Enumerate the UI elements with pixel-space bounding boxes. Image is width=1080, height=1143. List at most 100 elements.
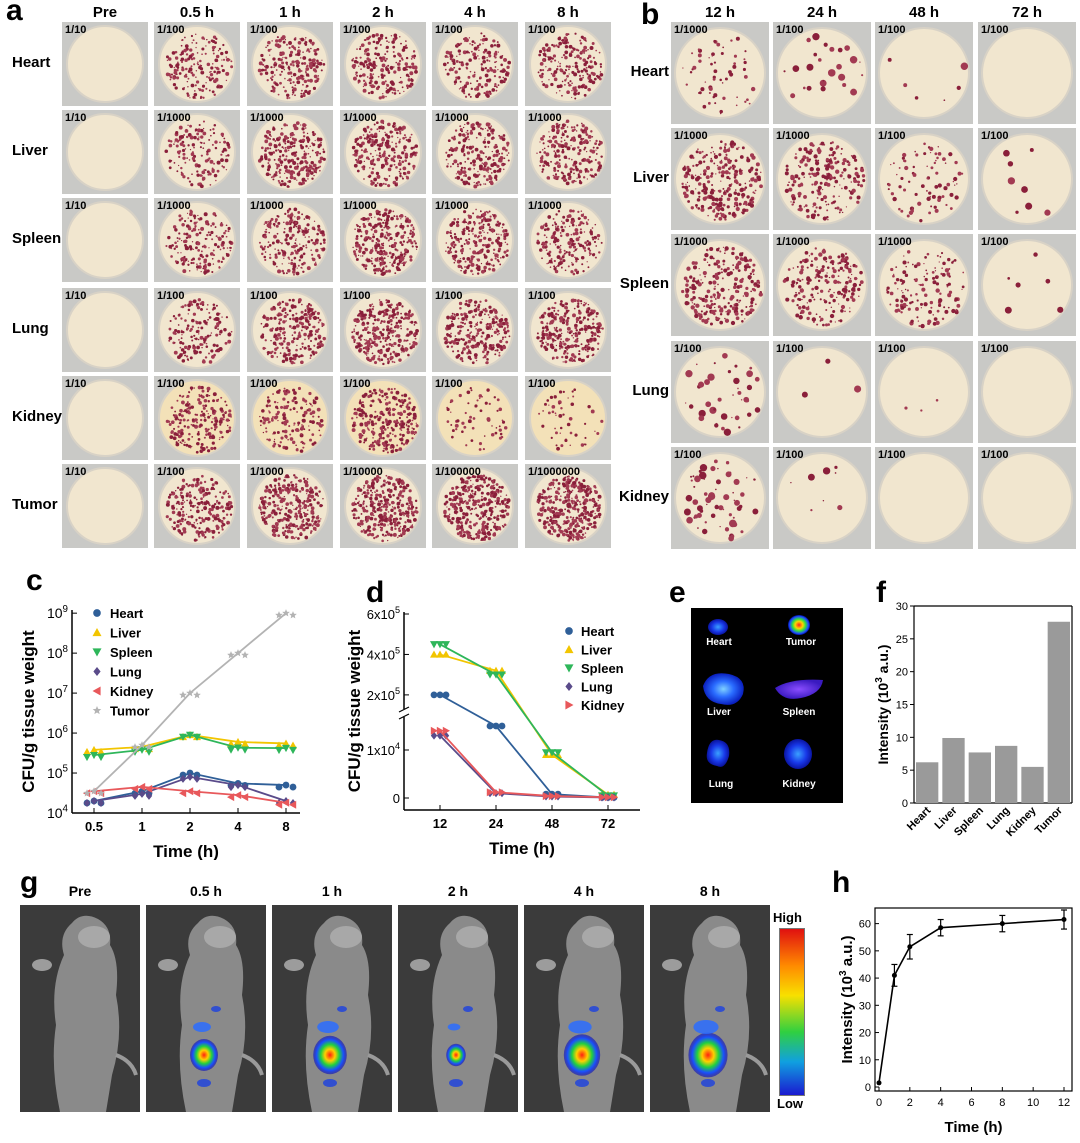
colony (223, 231, 226, 235)
colony (375, 326, 378, 329)
colony (305, 161, 309, 165)
colony (307, 178, 309, 180)
colony (551, 128, 556, 132)
colony (309, 354, 313, 357)
colony (197, 438, 201, 441)
colony (270, 307, 274, 311)
colony (351, 59, 354, 62)
colony (287, 71, 291, 75)
colony (276, 163, 281, 168)
colony (182, 402, 185, 405)
colony (501, 336, 505, 339)
colony (289, 56, 291, 58)
colony (554, 140, 558, 144)
colony (195, 80, 200, 84)
colony (288, 325, 292, 328)
colony (184, 129, 189, 133)
colony (217, 237, 219, 239)
colony (193, 350, 198, 355)
colony (410, 320, 414, 324)
colony (221, 68, 225, 73)
colony (281, 127, 283, 130)
colony (414, 242, 417, 245)
panel-a-petri-cell: 1/1000 (340, 198, 426, 282)
colony (578, 149, 582, 152)
colony (170, 406, 174, 409)
colony (190, 183, 194, 187)
colony (272, 89, 276, 93)
colony (291, 75, 293, 78)
colony (389, 306, 392, 309)
colony (211, 45, 216, 50)
colony (462, 138, 467, 143)
colony (383, 226, 385, 229)
colony (383, 219, 386, 222)
colony (594, 62, 598, 66)
colony (464, 123, 466, 126)
colony (284, 142, 287, 145)
colony (277, 419, 279, 422)
colony (317, 145, 321, 149)
colony (568, 245, 572, 249)
colony (538, 49, 543, 54)
colony (569, 175, 572, 178)
colony (551, 306, 554, 310)
colony (498, 243, 503, 248)
colony (379, 322, 382, 325)
colony (564, 164, 568, 169)
colony (372, 155, 374, 158)
colony (565, 65, 569, 68)
panel-label-b: b (641, 0, 660, 31)
colony (288, 207, 292, 211)
colony (305, 144, 308, 148)
colony (205, 433, 208, 436)
colony (230, 65, 234, 69)
colony (177, 418, 180, 421)
colony (571, 353, 575, 357)
colony (388, 438, 392, 442)
colony (176, 150, 181, 154)
colony (446, 230, 450, 234)
colony (587, 247, 591, 250)
colony (376, 243, 381, 248)
colony (187, 263, 190, 266)
colony (226, 253, 230, 257)
colony (563, 314, 567, 318)
colony (494, 349, 497, 352)
panel-a-petri-cell: 1/100 (247, 376, 333, 460)
colony (318, 61, 323, 66)
colony (389, 164, 393, 168)
colony (415, 248, 418, 250)
colony (273, 438, 276, 440)
colony (277, 249, 280, 252)
colony (303, 347, 306, 350)
colony (204, 356, 208, 359)
colony (218, 347, 221, 350)
colony (261, 252, 264, 256)
colony (587, 266, 590, 269)
colony (548, 332, 553, 337)
colony (273, 234, 277, 239)
colony (283, 172, 286, 175)
colony (469, 324, 473, 328)
colony (197, 164, 201, 168)
colony (299, 449, 304, 453)
colony (191, 445, 193, 448)
colony (270, 70, 274, 75)
dilution-label: 1/100 (157, 24, 185, 36)
colony (389, 80, 393, 84)
colony (352, 246, 354, 249)
colony (575, 87, 577, 89)
colony (458, 88, 461, 90)
colony (363, 316, 367, 320)
colony (215, 77, 219, 82)
colony (288, 41, 292, 45)
colony (315, 261, 317, 263)
colony (405, 68, 408, 71)
colony (314, 52, 318, 56)
colony (573, 172, 575, 175)
colony (177, 355, 181, 360)
colony (391, 131, 394, 133)
colony (283, 405, 285, 407)
colony (557, 264, 560, 267)
